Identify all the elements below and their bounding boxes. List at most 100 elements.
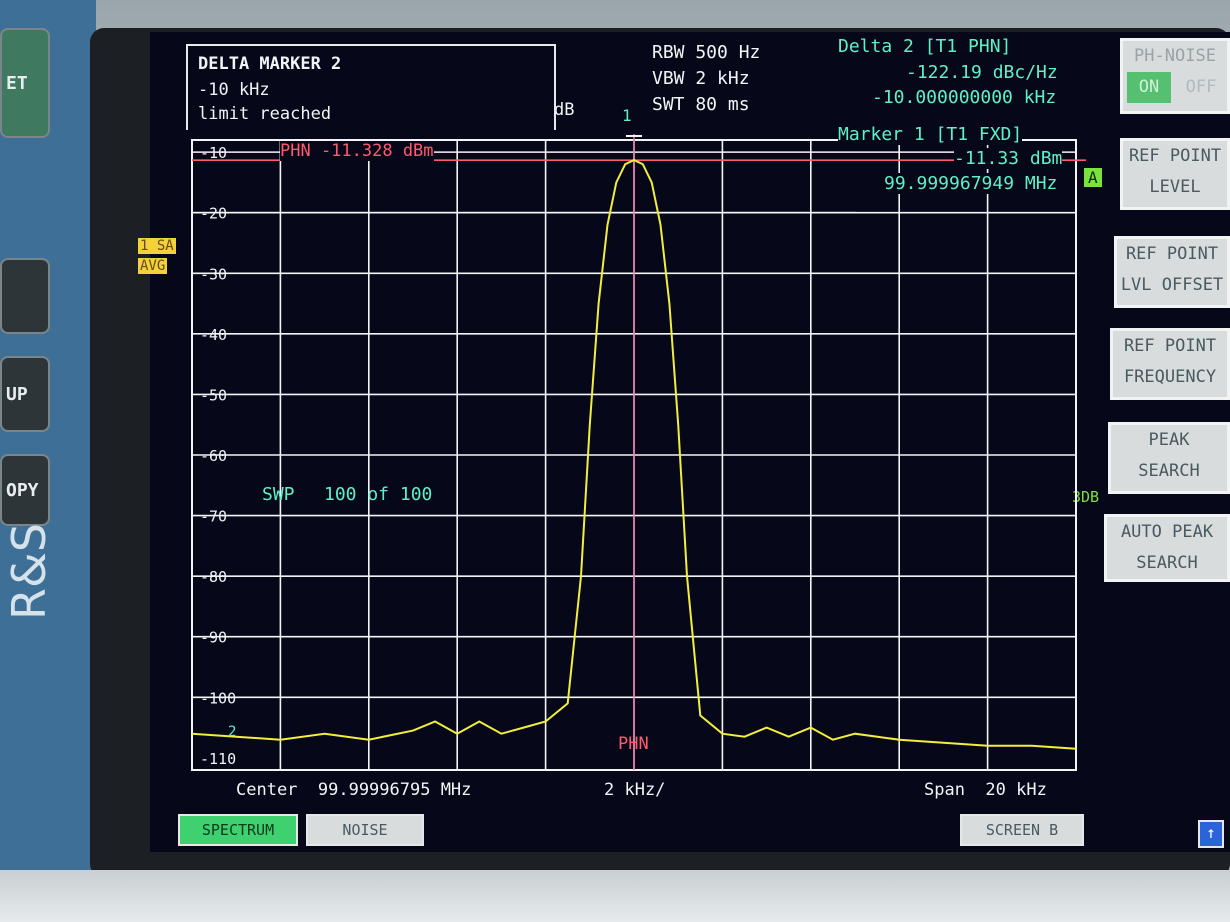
trace-point xyxy=(651,181,653,184)
trace-point xyxy=(368,739,370,741)
softkey-auto-peak-search[interactable]: AUTO PEAK SEARCH xyxy=(1104,514,1230,582)
trace-point xyxy=(642,163,644,165)
scroll-up-icon[interactable]: ↑ xyxy=(1198,820,1224,848)
trace-point xyxy=(1031,745,1033,747)
softkey-peak-search[interactable]: PEAK SEARCH xyxy=(1108,422,1230,494)
trace-point xyxy=(898,739,900,741)
trace-point xyxy=(606,224,609,226)
display-screen: DELTA MARKER 2 -10 kHz limit reached RBW… xyxy=(138,32,1230,852)
trace-point xyxy=(686,575,688,577)
trace-point xyxy=(942,742,945,744)
trace-point xyxy=(615,181,617,184)
peak-search-l2: SEARCH xyxy=(1138,461,1200,481)
div-setting: 2 kHz/ xyxy=(604,780,666,800)
ref-point-frequency-l1: REF POINT xyxy=(1123,336,1217,356)
trace-point xyxy=(987,745,989,747)
trace-badge-avg: AVG xyxy=(138,258,168,274)
threedb-label: 3DB xyxy=(1072,488,1100,506)
trace-point xyxy=(633,159,635,161)
message-line2: limit reached xyxy=(198,104,332,124)
y-tick-label: -110 xyxy=(200,750,236,768)
rbw-setting: RBW 500 Hz xyxy=(652,42,761,63)
y-tick-label: -40 xyxy=(200,326,227,344)
message-title: DELTA MARKER 2 xyxy=(198,54,342,74)
hw-button-copy[interactable]: OPY xyxy=(0,454,50,526)
delta-marker-label: Delta 2 [T1 PHN] xyxy=(838,36,1012,57)
trace-point xyxy=(412,730,414,732)
trace-point xyxy=(235,736,237,738)
ph-noise-on[interactable]: ON xyxy=(1127,72,1171,103)
y-tick-label: -80 xyxy=(200,568,227,586)
y-tick-label: -100 xyxy=(200,689,236,707)
trace-point xyxy=(788,736,790,738)
trace-point xyxy=(598,302,600,305)
spectrum-button[interactable]: SPECTRUM xyxy=(178,814,298,846)
bottom-bezel xyxy=(0,870,1230,922)
trace-point xyxy=(567,702,569,704)
trace-point xyxy=(659,224,662,226)
swt-setting: SWT 80 ms xyxy=(652,94,750,115)
auto-peak-search-l2: SEARCH xyxy=(1136,553,1198,573)
trace-point xyxy=(500,733,502,735)
trace-point xyxy=(743,736,746,738)
trace-point xyxy=(1075,748,1077,750)
screen-b-button[interactable]: SCREEN B xyxy=(960,814,1084,846)
hw-button-2[interactable] xyxy=(0,258,50,334)
trace-point xyxy=(854,733,856,735)
trace-point xyxy=(545,720,547,723)
ref-point-offset-l2: LVL OFFSET xyxy=(1120,275,1224,295)
trace-point xyxy=(677,424,679,426)
trace-point xyxy=(580,575,582,577)
delta-marker-offset: -10.000000000 kHz xyxy=(872,87,1057,108)
y-tick-label: -30 xyxy=(200,265,227,283)
trace-point xyxy=(832,739,834,741)
y-tick-label: -10 xyxy=(200,144,227,162)
marker1-number: 1 xyxy=(622,106,632,125)
left-panel: ET UP OPY R&S xyxy=(0,0,96,922)
y-tick-label: -70 xyxy=(200,508,227,526)
marker1-freq: 99.999967949 MHz xyxy=(884,173,1058,194)
sweep-count: 100 of 100 xyxy=(324,484,433,505)
trace-badge-1sa: 1 SA xyxy=(138,238,176,254)
softkey-ph-noise[interactable]: PH-NOISE ON OFF xyxy=(1120,38,1230,114)
trace-point xyxy=(766,726,768,729)
ref-point-level-l1: REF POINT xyxy=(1128,146,1222,166)
trace-point xyxy=(699,714,701,717)
trace-point xyxy=(324,733,326,735)
vbw-setting: VBW 2 kHz xyxy=(652,68,750,89)
trace-point xyxy=(624,163,626,165)
y-tick-label: -60 xyxy=(200,447,227,465)
trace-point xyxy=(810,726,812,729)
softkey-ref-point-frequency[interactable]: REF POINT FREQUENCY xyxy=(1110,328,1230,400)
span-setting: Span 20 kHz xyxy=(924,780,1047,800)
spectrum-plot: -10 -20 -30 -40 -50 -60 -70 -80 -90 -100 -110 xyxy=(191,134,1086,771)
hw-button-top[interactable]: ET xyxy=(0,28,50,138)
trace-point xyxy=(522,726,525,729)
noise-button[interactable]: NOISE xyxy=(306,814,424,846)
trace-point xyxy=(279,739,281,741)
y-tick-label: -20 xyxy=(200,205,227,223)
marker1-label: Marker 1 [T1 FXD] xyxy=(838,124,1023,145)
sweep-label: SWP xyxy=(262,484,295,505)
trace-point xyxy=(191,733,193,735)
ph-noise-title: PH-NOISE xyxy=(1134,46,1216,66)
phn-line-label: PHN -11.328 dBm xyxy=(280,141,434,161)
y-tick-label: -50 xyxy=(200,386,227,404)
marker1-level: -11.33 dBm xyxy=(954,148,1063,169)
softkey-ref-point-offset[interactable]: REF POINT LVL OFFSET xyxy=(1114,236,1230,308)
softkey-ref-point-level[interactable]: REF POINT LEVEL xyxy=(1120,138,1230,210)
ref-point-level-l2: LEVEL xyxy=(1149,177,1201,197)
rs-logo: R&S xyxy=(2,522,56,620)
ref-point-offset-l1: REF POINT xyxy=(1125,244,1219,264)
auto-peak-search-l1: AUTO PEAK xyxy=(1120,522,1214,542)
phn-marker-label: PHN xyxy=(618,734,649,754)
trace-point xyxy=(478,720,480,723)
hw-button-up[interactable]: UP xyxy=(0,356,50,432)
delta-marker-level: -122.19 dBc/Hz xyxy=(906,62,1058,83)
center-frequency: Center 99.99996795 MHz xyxy=(236,780,472,800)
message-box: DELTA MARKER 2 -10 kHz limit reached xyxy=(186,44,556,130)
message-line1: -10 kHz xyxy=(198,80,270,100)
marker2-number: 2 xyxy=(228,724,237,740)
trace-point xyxy=(456,733,458,735)
ph-noise-off[interactable]: OFF xyxy=(1185,77,1217,97)
